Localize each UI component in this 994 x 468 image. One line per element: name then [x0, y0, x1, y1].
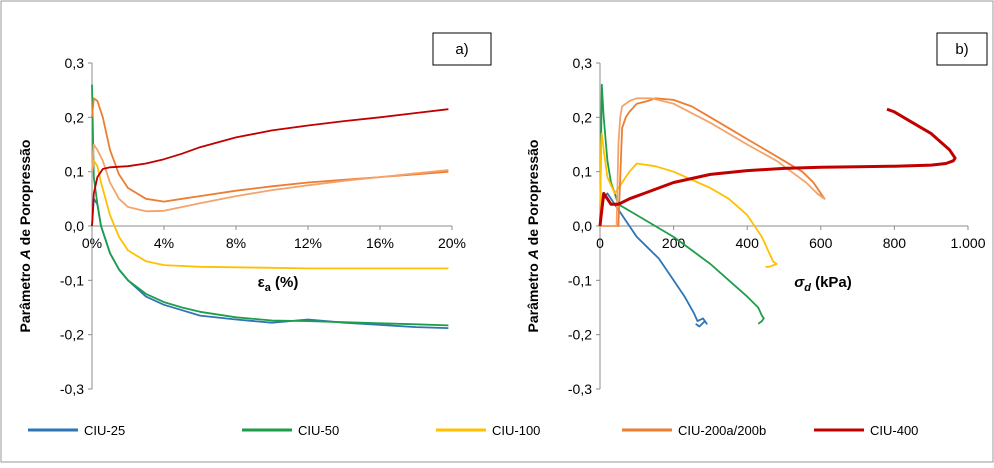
series-line-ciu-200a-200b-4	[600, 97, 826, 227]
x-tick-label: 20%	[438, 235, 466, 251]
series-line-ciu-50-1	[599, 83, 765, 325]
series-line-ciu-100-2	[599, 132, 778, 268]
legend-label: CIU-100	[492, 423, 540, 438]
x-tick-label: 1.000	[950, 235, 985, 251]
y-tick-label: -0,1	[568, 272, 592, 288]
legend-label: CIU-400	[870, 423, 918, 438]
series-line-ciu-50-1	[91, 84, 449, 327]
y-tick-label: 0,2	[65, 109, 85, 125]
x-axis-title: σd (kPa)	[794, 274, 852, 294]
y-tick-label: 0,1	[573, 164, 593, 180]
x-axis-title: εa (%)	[258, 274, 299, 294]
y-axis-title: Parâmetro A de Poropressão	[17, 140, 33, 333]
x-tick-label: 8%	[226, 235, 246, 251]
y-tick-label: 0,1	[65, 164, 85, 180]
panel-label-box	[936, 32, 988, 66]
x-tick-label: 400	[736, 235, 760, 251]
chart-legend: CIU-25 CIU-50 CIU-100 CIU-200a/200b CIU-400	[28, 423, 918, 438]
y-tick-label: -0,3	[60, 381, 84, 397]
series-line-ciu-200a-200b-4	[91, 143, 449, 213]
y-axis-title: Parâmetro A de Poropressão	[525, 140, 541, 333]
y-tick-label: -0,2	[568, 327, 592, 343]
series-line-ciu-400-5	[91, 108, 449, 227]
series-line-ciu-25-0	[599, 192, 708, 328]
series-line-ciu-400-5	[598, 107, 957, 227]
y-tick-label: -0,2	[60, 327, 84, 343]
y-tick-label: 0,2	[573, 109, 593, 125]
legend-label: CIU-200a/200b	[678, 423, 766, 438]
y-tick-label: -0,1	[60, 272, 84, 288]
y-tick-label: 0,0	[573, 218, 593, 234]
panel-b-chart: -0,3 -0,2 -0,1 0,0 0,1 0,2 0,3 0 200 400 600 800 1.0…	[525, 32, 988, 397]
legend-label: CIU-25	[84, 423, 125, 438]
legend-label: CIU-50	[298, 423, 339, 438]
x-tick-label: 4%	[154, 235, 174, 251]
x-tick-label: 16%	[366, 235, 394, 251]
x-tick-label: 800	[883, 235, 907, 251]
y-tick-label: -0,3	[568, 381, 592, 397]
x-tick-label: 12%	[294, 235, 322, 251]
y-tick-label: 0,0	[65, 218, 85, 234]
series-line-ciu-100-2	[91, 159, 449, 270]
x-tick-label: 200	[662, 235, 686, 251]
series-line-ciu-200a-200b-3	[600, 97, 826, 227]
panel-label: b)	[955, 41, 968, 58]
y-tick-label: 0,3	[65, 55, 85, 71]
panel-label: a)	[455, 41, 468, 58]
series-line-ciu-200a-200b-3	[91, 97, 449, 203]
x-tick-label: 0%	[82, 235, 102, 251]
x-tick-label: 0	[596, 235, 604, 251]
panel-label-box	[432, 32, 492, 66]
panel-a-chart: -0,3 -0,2 -0,1 0,0 0,1 0,2 0,3 0% 4% 8% 12% 16% 20% ε…	[17, 32, 492, 397]
x-tick-label: 600	[809, 235, 833, 251]
y-tick-label: 0,3	[573, 55, 593, 71]
